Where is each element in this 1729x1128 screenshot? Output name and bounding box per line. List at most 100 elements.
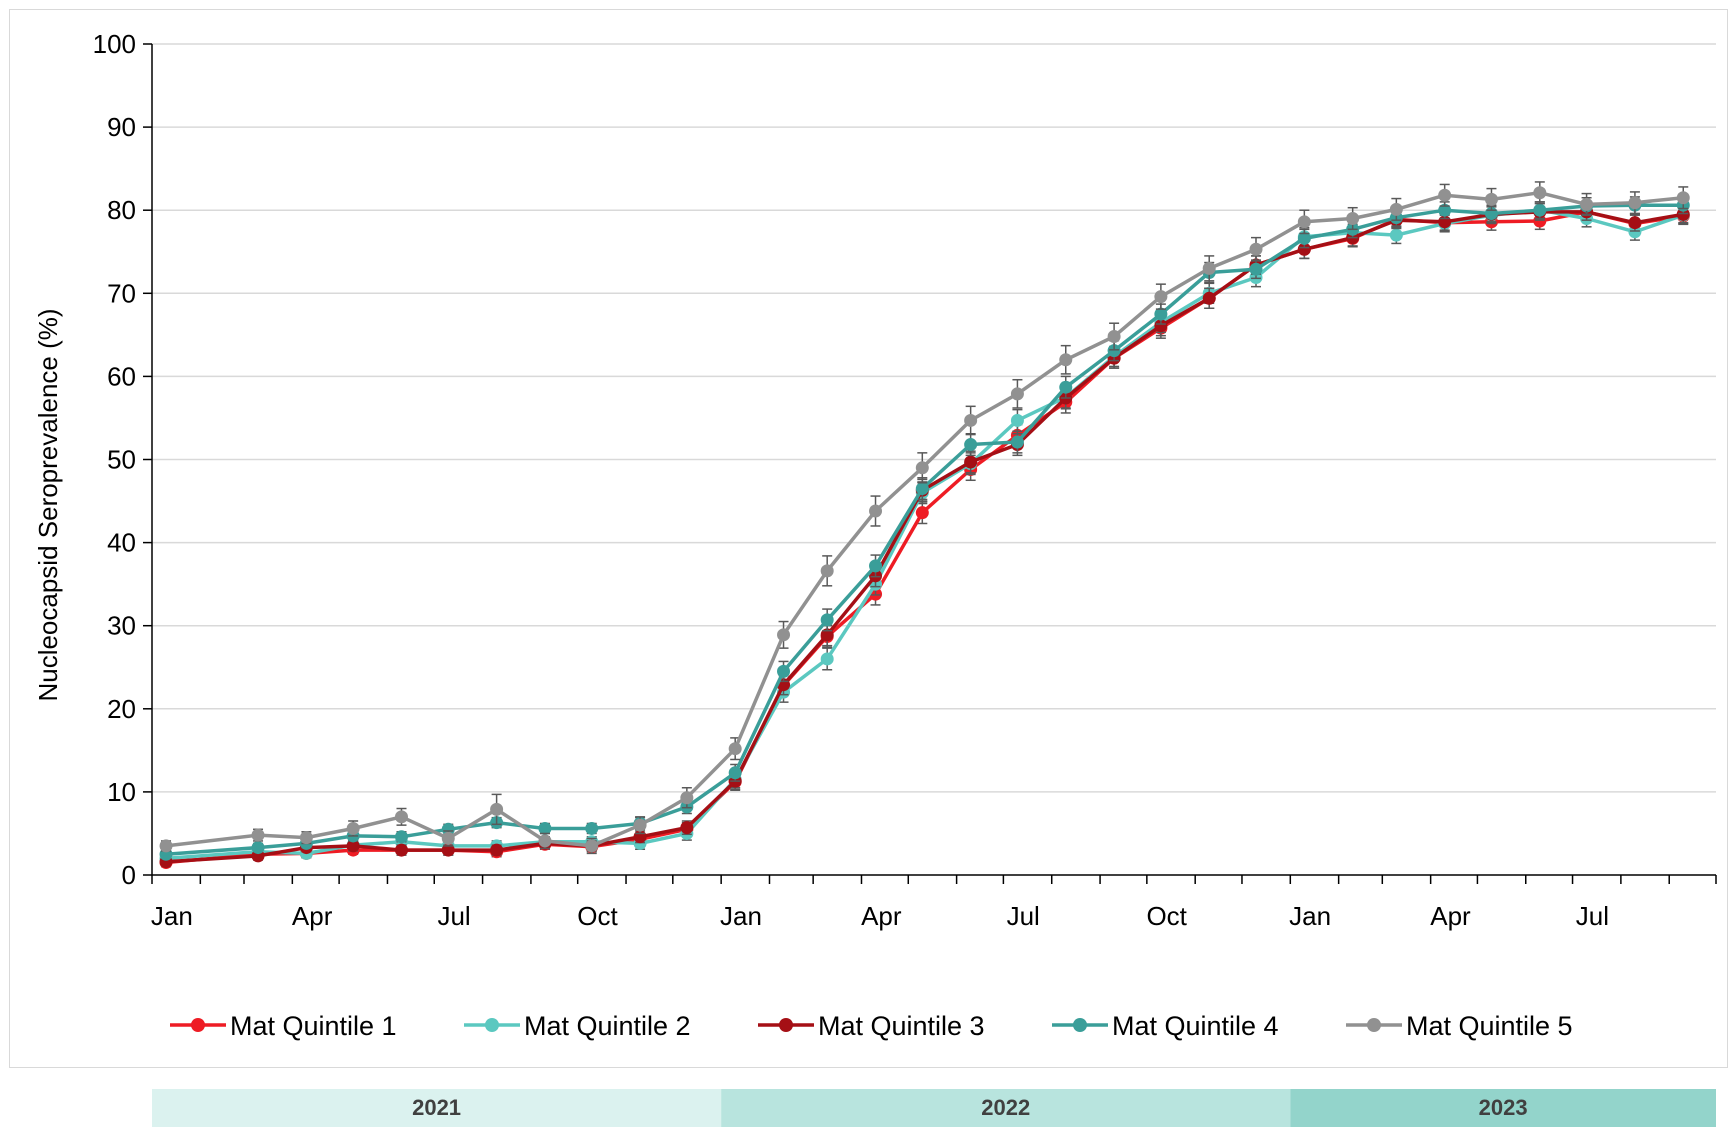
data-point (869, 559, 883, 573)
data-point (1628, 225, 1642, 239)
year-band-label: 2023 (1479, 1095, 1528, 1120)
data-point (1010, 413, 1024, 427)
y-tick-label: 30 (107, 611, 136, 641)
data-point (680, 791, 694, 805)
year-band-label: 2021 (412, 1095, 461, 1120)
series-3 (159, 202, 1690, 869)
legend-item-3: Mat Quintile 3 (758, 1011, 985, 1041)
data-point (964, 413, 978, 427)
legend-marker (485, 1018, 499, 1032)
data-point (1346, 212, 1360, 226)
data-point (299, 831, 313, 845)
legend-marker (1367, 1018, 1381, 1032)
legend-label: Mat Quintile 4 (1112, 1011, 1279, 1041)
x-tick-label: Oct (1146, 901, 1187, 931)
year-band-2021: 2021 (152, 1089, 722, 1127)
data-point (820, 628, 834, 642)
data-point (394, 843, 408, 857)
legend-marker (1073, 1018, 1087, 1032)
data-point (490, 802, 504, 816)
data-point (394, 810, 408, 824)
data-point (1533, 214, 1547, 228)
data-point (490, 843, 504, 857)
axes: 0 10 20 30 40 50 60 70 80 90 100 Jan Apr Jul Oct Jan Apr… (93, 29, 1717, 931)
data-point (1580, 197, 1594, 211)
y-tick-label: 90 (107, 112, 136, 142)
data-point (680, 821, 694, 835)
x-tick-label: Jul (437, 901, 470, 931)
data-point (394, 830, 408, 844)
data-point (441, 831, 455, 845)
data-point (1107, 344, 1121, 358)
data-point (1202, 261, 1216, 275)
legend-item-1: Mat Quintile 1 (170, 1011, 397, 1041)
data-point (1297, 231, 1311, 245)
series-line (165, 210, 1684, 865)
y-tick-label: 70 (107, 278, 136, 308)
year-band-rect (721, 1089, 1291, 1127)
data-point (1297, 215, 1311, 229)
x-tick-label: Jul (1576, 901, 1609, 931)
data-point (1202, 291, 1216, 305)
data-point (1628, 216, 1642, 230)
legend-marker (191, 1018, 205, 1032)
data-point (777, 664, 791, 678)
data-point (820, 652, 834, 666)
data-point (159, 839, 173, 853)
y-tick-label: 20 (107, 694, 136, 724)
data-point (538, 821, 552, 835)
legend-marker (779, 1018, 793, 1032)
y-tick-label: 60 (107, 361, 136, 391)
y-tick-label: 50 (107, 445, 136, 475)
legend-label: Mat Quintile 5 (1406, 1011, 1573, 1041)
chart-frame (9, 9, 1728, 1068)
series-4 (159, 196, 1690, 861)
series-line (165, 190, 1684, 848)
y-tick-label: 80 (107, 195, 136, 225)
data-point (1676, 207, 1690, 221)
data-point (1389, 202, 1403, 216)
x-tick-label: Apr (292, 901, 333, 931)
legend-label: Mat Quintile 3 (818, 1011, 985, 1041)
data-point (1154, 319, 1168, 333)
data-point (251, 828, 265, 842)
data-point (346, 839, 360, 853)
legend-item-5: Mat Quintile 5 (1346, 1011, 1573, 1041)
data-point (1154, 307, 1168, 321)
x-tick-label: Oct (577, 901, 618, 931)
legend-item-4: Mat Quintile 4 (1052, 1011, 1279, 1041)
series-1 (159, 202, 1690, 870)
data-point (251, 841, 265, 855)
series-line (165, 210, 1684, 864)
y-tick-label: 100 (93, 29, 136, 59)
data-point (728, 742, 742, 756)
data-point (869, 504, 883, 518)
y-tick-label: 0 (122, 860, 136, 890)
year-band-2022: 2022 (721, 1089, 1291, 1127)
data-point (1107, 330, 1121, 344)
data-point (964, 438, 978, 452)
data-point (1297, 242, 1311, 256)
legend-label: Mat Quintile 2 (524, 1011, 691, 1041)
data-point (1438, 203, 1452, 217)
data-point (1010, 387, 1024, 401)
y-tick-label: 40 (107, 528, 136, 558)
gridlines (152, 43, 1716, 793)
data-point (820, 613, 834, 627)
data-point (777, 628, 791, 642)
y-tick-label: 10 (107, 777, 136, 807)
x-tick-label: Jan (720, 901, 762, 931)
data-point (1389, 228, 1403, 242)
data-point (915, 506, 929, 520)
legend: Mat Quintile 1 Mat Quintile 2 Mat Quintile… (170, 1011, 1573, 1041)
x-tick-label: Apr (861, 901, 902, 931)
series-5 (159, 181, 1690, 855)
data-point (1154, 290, 1168, 304)
data-point (538, 834, 552, 848)
data-point (633, 818, 647, 832)
data-point (1010, 435, 1024, 449)
data-point (1438, 188, 1452, 202)
data-point (441, 843, 455, 857)
data-point (346, 821, 360, 835)
